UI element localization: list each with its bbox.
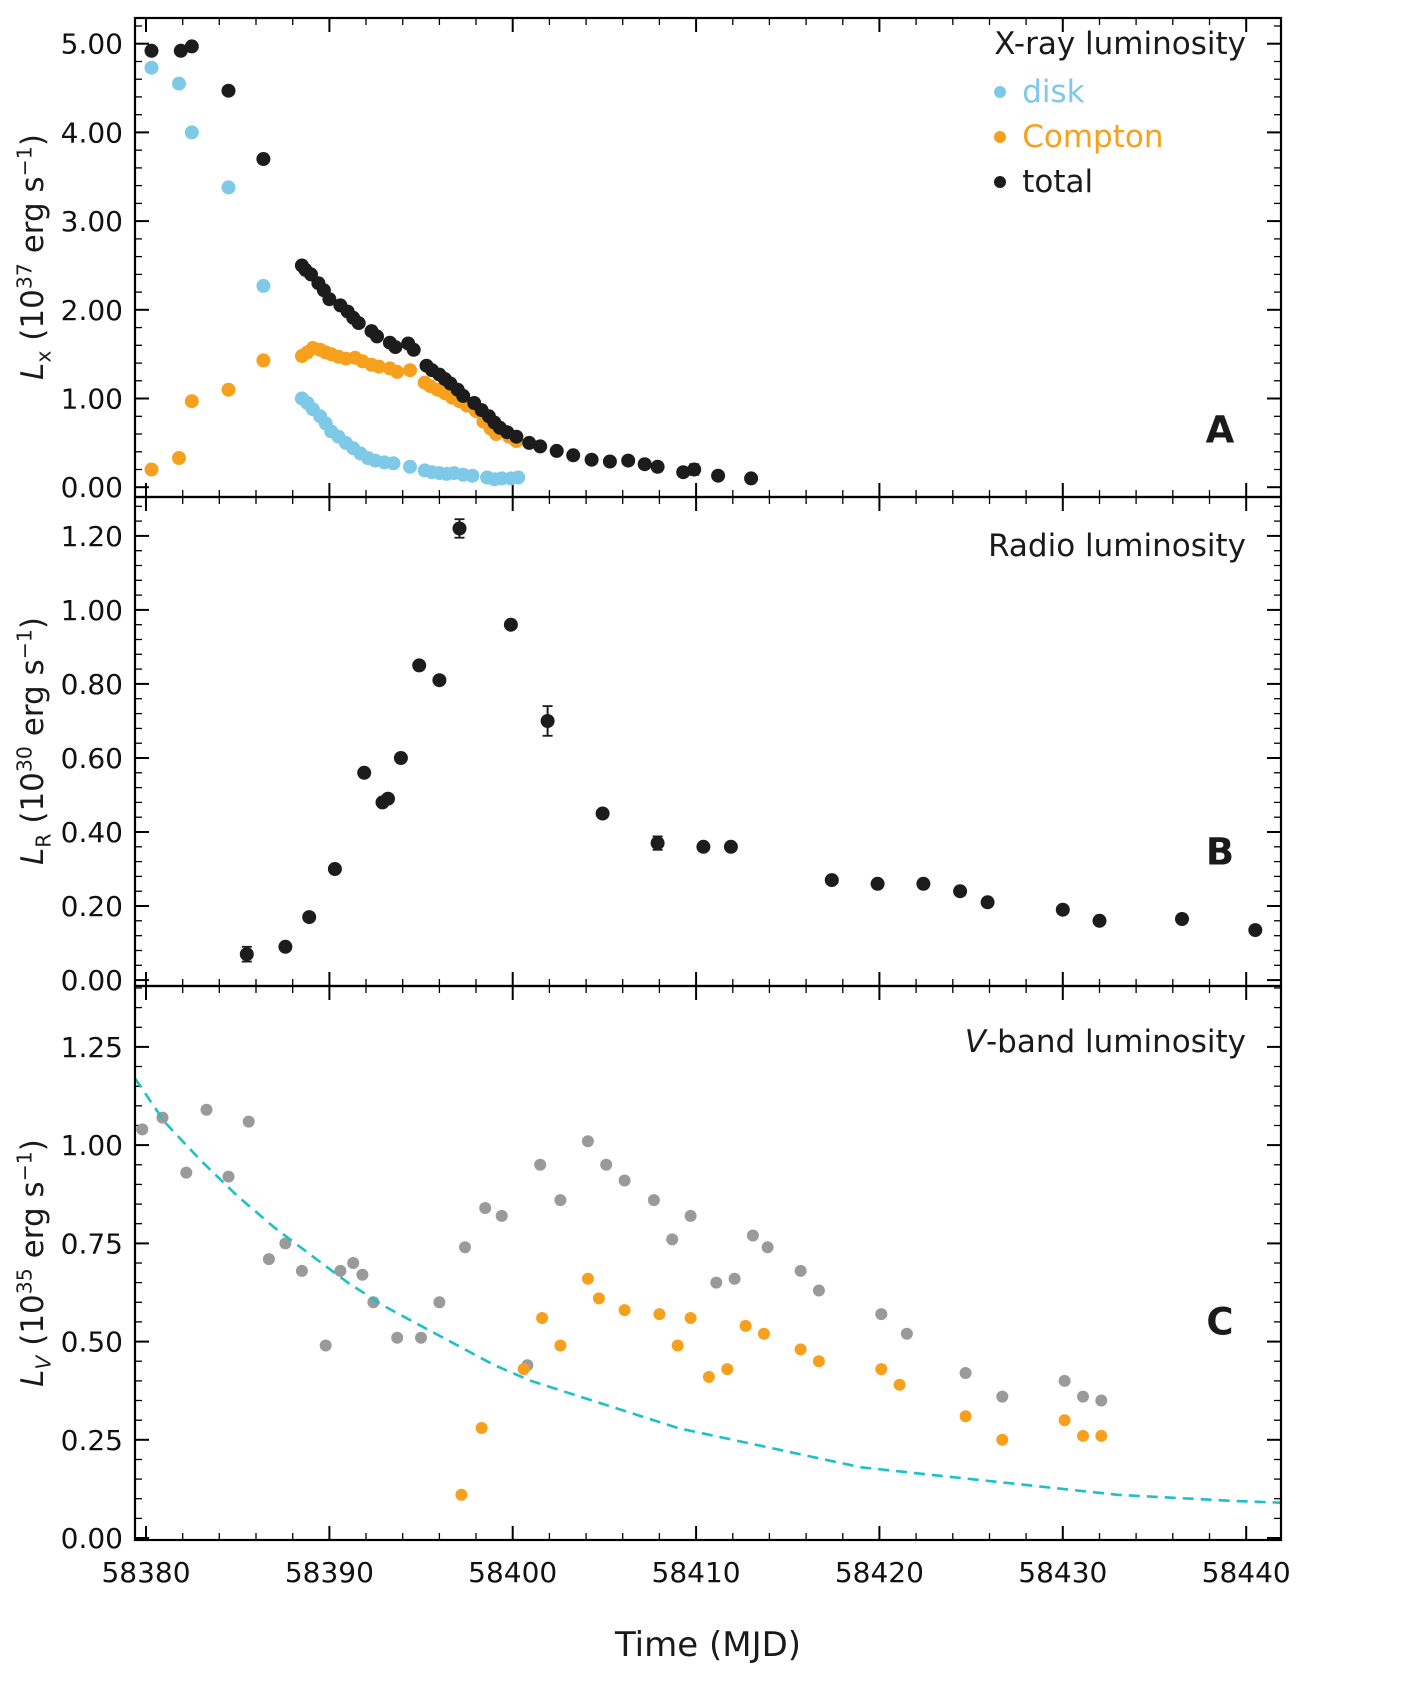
y-axis-label-xray: Lx (1037 erg s−1) <box>12 134 56 380</box>
xray-legend: X-ray luminosity disk Compton total <box>994 26 1246 209</box>
x-axis-label: Time (MJD) <box>614 1625 802 1665</box>
total-marker-icon <box>994 176 1007 188</box>
y-axis-label-radio: LR (1030 erg s−1) <box>12 617 56 865</box>
svg-text:0.00: 0.00 <box>61 964 123 997</box>
panel-letter-c: C <box>1206 1300 1234 1344</box>
panel-letter-a: A <box>1205 408 1235 452</box>
svg-text:58390: 58390 <box>285 1556 374 1589</box>
svg-text:58420: 58420 <box>835 1556 924 1589</box>
legend-item-disk: disk <box>994 74 1246 110</box>
vband-panel-title: V-band luminosity <box>964 1024 1246 1060</box>
svg-text:5.00: 5.00 <box>61 28 123 61</box>
compton-marker-icon <box>994 131 1007 143</box>
svg-text:0.60: 0.60 <box>61 742 123 775</box>
svg-text:2.00: 2.00 <box>61 294 123 327</box>
xray-legend-title: X-ray luminosity <box>994 26 1246 62</box>
svg-text:0.40: 0.40 <box>61 816 123 849</box>
svg-text:58400: 58400 <box>468 1556 557 1589</box>
svg-text:58410: 58410 <box>652 1556 741 1589</box>
svg-text:1.00: 1.00 <box>61 383 123 416</box>
svg-text:1.00: 1.00 <box>61 1129 123 1162</box>
svg-text:4.00: 4.00 <box>61 116 123 149</box>
radio-panel-title: Radio luminosity <box>988 528 1246 564</box>
svg-text:58440: 58440 <box>1202 1556 1291 1589</box>
svg-text:1.00: 1.00 <box>61 594 123 627</box>
svg-text:3.00: 3.00 <box>61 205 123 238</box>
svg-text:0.20: 0.20 <box>61 890 123 923</box>
svg-text:58430: 58430 <box>1018 1556 1107 1589</box>
svg-text:1.20: 1.20 <box>61 520 123 553</box>
svg-text:0.80: 0.80 <box>61 668 123 701</box>
svg-text:0.25: 0.25 <box>61 1424 123 1457</box>
svg-text:58380: 58380 <box>101 1556 190 1589</box>
legend-item-compton: Compton <box>994 119 1246 155</box>
svg-text:0.50: 0.50 <box>61 1326 123 1359</box>
disk-marker-icon <box>994 86 1007 98</box>
legend-item-total: total <box>994 164 1246 200</box>
svg-text:0.00: 0.00 <box>61 1522 123 1555</box>
svg-text:0.00: 0.00 <box>61 471 123 504</box>
y-axis-label-vband: LV (1035 erg s−1) <box>12 1139 56 1387</box>
svg-text:0.75: 0.75 <box>61 1227 123 1260</box>
svg-text:1.25: 1.25 <box>61 1031 123 1064</box>
panel-letter-b: B <box>1205 830 1235 874</box>
